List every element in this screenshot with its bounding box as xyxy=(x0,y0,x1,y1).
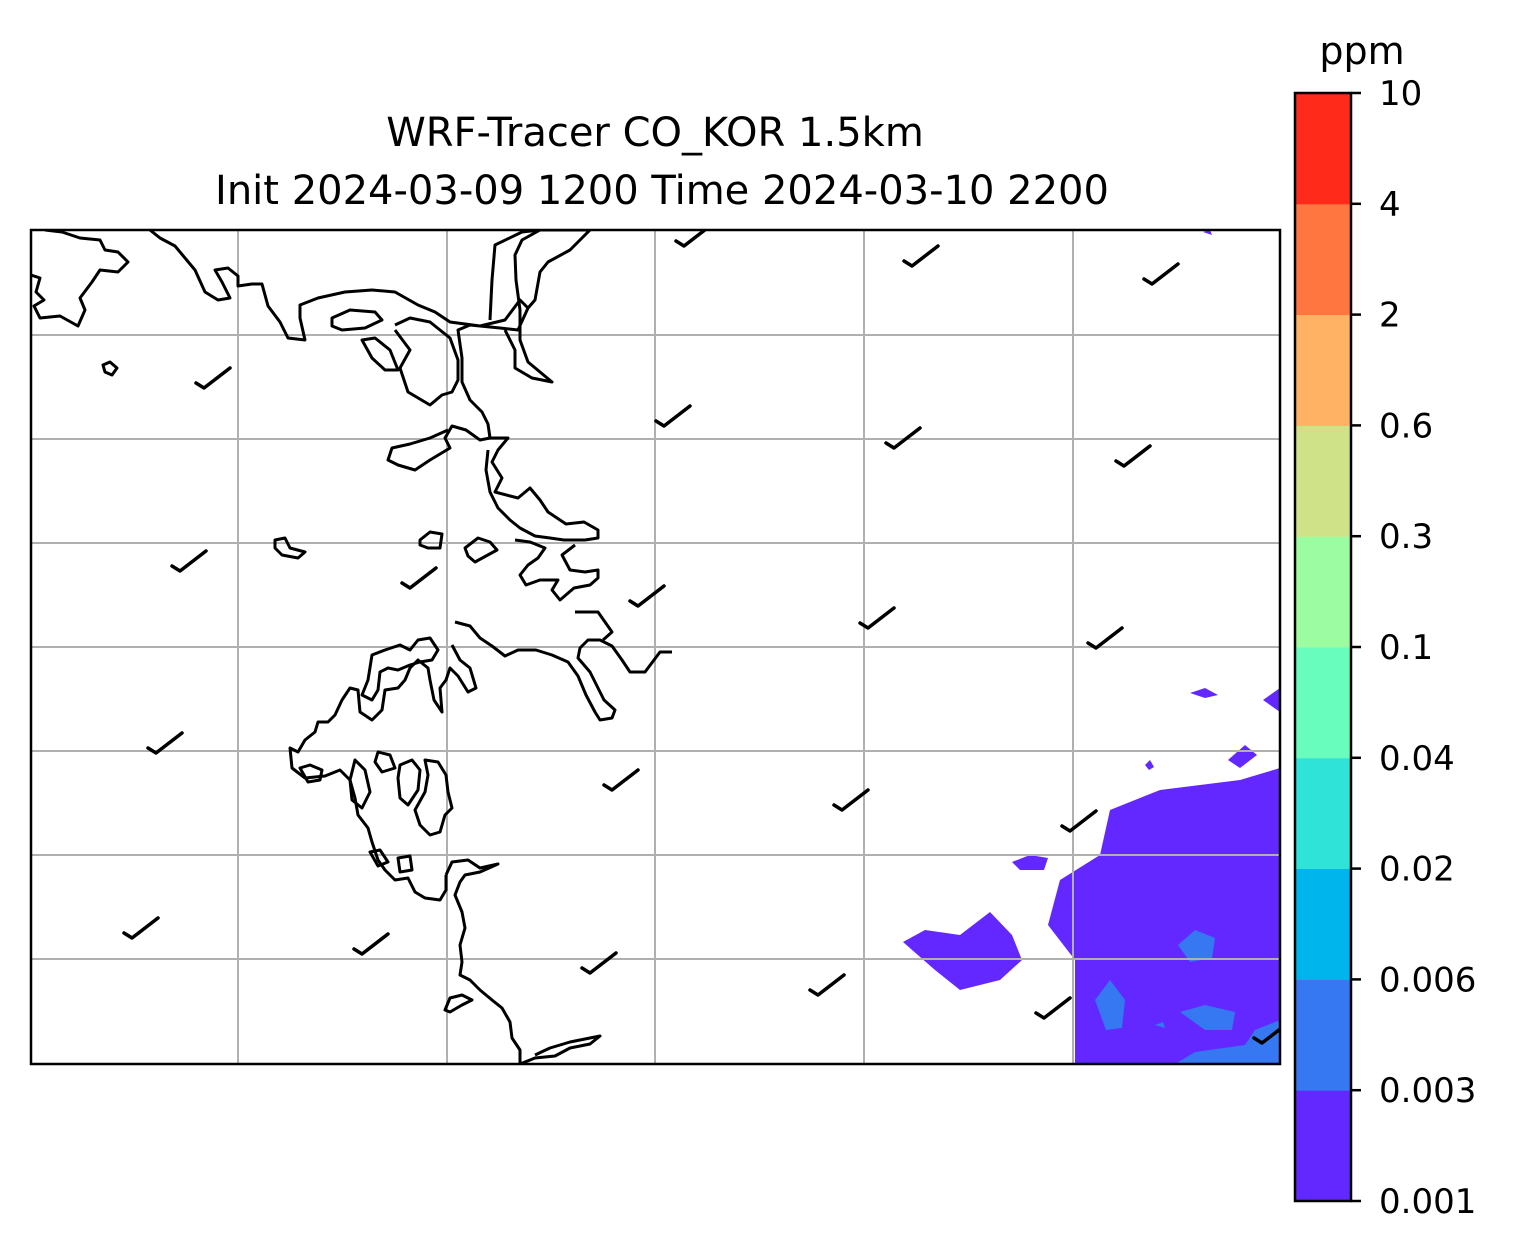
coastline-southwest-2 xyxy=(443,993,474,1014)
wind-barb xyxy=(602,768,640,792)
colorbar-tick-label: 4 xyxy=(1379,185,1401,225)
coastline-inlet xyxy=(488,230,554,384)
island-b xyxy=(360,336,400,372)
coastline-southwest xyxy=(444,858,522,1064)
colorbar-ticks: 0.001 0.003 0.006 0.02 0.04 0.1 0.3 0.6 2 4 10 xyxy=(1351,74,1476,1222)
wind-barb xyxy=(400,566,438,590)
colorbar-segment xyxy=(1295,93,1351,205)
colorbar-tick-label: 0.003 xyxy=(1379,1071,1476,1111)
coastline-south-cape xyxy=(454,620,672,722)
colorbar-tick-label: 0.006 xyxy=(1379,960,1476,1000)
colorbar-segment xyxy=(1295,1090,1351,1202)
coastline-islands-sw-2 xyxy=(298,763,414,874)
colorbar-segment xyxy=(1295,757,1351,870)
wind-barb xyxy=(902,244,940,268)
wind-barb xyxy=(832,788,870,812)
wind-barb xyxy=(1034,996,1072,1020)
island-a xyxy=(330,308,384,332)
concentration-region-fleck xyxy=(1145,760,1154,770)
wind-barb xyxy=(654,404,692,428)
concentration-region-fleck xyxy=(1012,855,1048,870)
gridlines xyxy=(31,230,1280,1064)
colorbar-segment xyxy=(1295,868,1351,980)
colorbar-tick-label: 10 xyxy=(1379,74,1422,114)
concentration-region-higher xyxy=(1175,1020,1280,1064)
concentration-region-patch xyxy=(903,912,1022,990)
coastline-north xyxy=(31,230,130,328)
colorbar-segments xyxy=(1295,93,1351,1202)
colorbar-tick-label: 0.04 xyxy=(1379,739,1455,779)
colorbar-segment xyxy=(1295,979,1351,1091)
colorbar-segment xyxy=(1295,425,1351,537)
concentration-region-higher xyxy=(1155,1022,1165,1028)
colorbar: ppm 0.001 0.003 0.006 0.02 0.04 0.1 0.3 0.6 2 4 10 xyxy=(1293,29,1476,1222)
map-frame xyxy=(29,228,1282,1066)
wind-barb xyxy=(674,230,708,248)
coastline-west-coast xyxy=(484,436,600,542)
concentration-region-higher xyxy=(1180,1005,1235,1030)
wind-barb xyxy=(194,366,232,390)
colorbar-tick-label: 0.6 xyxy=(1379,406,1433,446)
coastline-channel xyxy=(526,230,592,309)
concentration-region-higher xyxy=(1178,930,1215,962)
coastline-south-tip xyxy=(519,1034,602,1064)
colorbar-segment xyxy=(1295,314,1351,426)
concentration-region-fleck xyxy=(1263,688,1280,712)
island-d xyxy=(463,536,499,564)
coastline-bay xyxy=(514,538,600,602)
wind-barb xyxy=(808,973,846,997)
colorbar-segment xyxy=(1295,203,1351,316)
island-e xyxy=(273,536,307,560)
island-f xyxy=(101,360,119,377)
colorbar-segment xyxy=(1295,647,1351,759)
wind-barb xyxy=(1142,262,1180,286)
colorbar-tick-label: 0.02 xyxy=(1379,850,1455,890)
island-c xyxy=(418,530,444,550)
map-panel xyxy=(31,230,1280,1064)
coastline-peninsula xyxy=(288,644,478,902)
wind-barb xyxy=(884,426,922,450)
colorbar-tick-label: 0.1 xyxy=(1379,628,1433,668)
colorbar-segment xyxy=(1295,536,1351,648)
concentration-region-fleck xyxy=(1190,688,1218,698)
coastline-south-cape-2 xyxy=(575,610,614,642)
wind-barb xyxy=(170,549,208,573)
wind-barbs xyxy=(122,230,1280,1045)
colorbar-unit-label: ppm xyxy=(1319,29,1404,73)
wind-barb xyxy=(858,606,896,630)
wind-barb xyxy=(628,584,666,608)
wind-barb xyxy=(352,932,390,956)
wind-barb xyxy=(580,951,618,975)
colorbar-tick-label: 0.001 xyxy=(1379,1182,1476,1222)
concentration-region-higher xyxy=(1095,980,1125,1030)
wind-barb xyxy=(122,916,160,940)
coastline-north-2 xyxy=(149,230,530,472)
coastlines xyxy=(31,230,672,1064)
colorbar-tick-label: 2 xyxy=(1379,296,1401,336)
wind-barb xyxy=(1060,809,1098,833)
title-line-2: Init 2024-03-09 1200 Time 2024-03-10 220… xyxy=(215,168,1109,214)
colorbar-tick-label: 0.3 xyxy=(1379,517,1433,557)
wind-barb xyxy=(146,731,184,755)
coastline-islands-sw xyxy=(348,750,454,837)
wind-barb xyxy=(1086,626,1124,650)
title-line-1: WRF-Tracer CO_KOR 1.5km xyxy=(386,110,924,156)
coastline-mid xyxy=(393,316,460,407)
concentration-field xyxy=(903,230,1280,1064)
wind-barb xyxy=(1114,444,1152,468)
coastline-peninsula-inner xyxy=(360,636,440,702)
